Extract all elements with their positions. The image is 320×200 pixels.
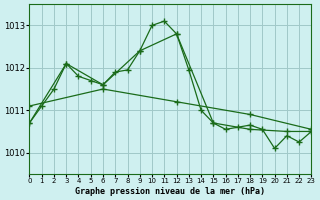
X-axis label: Graphe pression niveau de la mer (hPa): Graphe pression niveau de la mer (hPa) bbox=[76, 187, 265, 196]
